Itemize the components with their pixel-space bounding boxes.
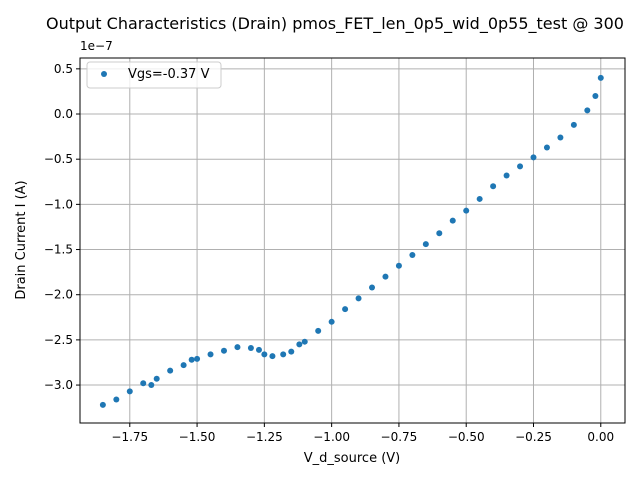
data-point-0-24 <box>355 295 362 302</box>
data-point-0-20 <box>301 338 308 345</box>
y-tick-label-4: −1.5 <box>44 243 73 257</box>
y-tick-label-1: 0.0 <box>54 107 73 121</box>
x-axis-ticks: −1.75 −1.50 −1.25 −1.00 −0.75 −0.50 −0.25 0.00 <box>111 423 614 444</box>
data-point-0-38 <box>543 144 550 151</box>
x-tick-label-2: −1.25 <box>246 430 283 444</box>
data-point-0-21 <box>315 327 322 334</box>
x-tick-label-6: −0.25 <box>515 430 552 444</box>
data-point-0-9 <box>194 355 201 362</box>
data-point-0-43 <box>597 74 604 81</box>
data-point-0-13 <box>247 345 254 352</box>
y-tick-label-6: −2.5 <box>44 333 73 347</box>
legend-box <box>86 61 222 89</box>
data-point-0-4 <box>148 382 155 389</box>
data-point-0-8 <box>188 356 195 363</box>
data-point-0-34 <box>490 183 497 190</box>
data-point-0-22 <box>328 318 335 325</box>
y-axis-offset-label: 1e−7 <box>80 39 113 53</box>
y-axis-ticks: 0.5 0.0 −0.5 −1.0 −1.5 −2.0 −2.5 −3.0 <box>44 62 80 392</box>
data-point-0-35 <box>503 172 510 179</box>
y-tick-label-7: −3.0 <box>44 378 73 392</box>
y-tick-label-0: 0.5 <box>54 62 73 76</box>
y-tick-label-5: −2.0 <box>44 288 73 302</box>
legend-marker <box>101 71 107 77</box>
data-point-0-7 <box>180 362 187 369</box>
data-point-0-3 <box>140 380 147 387</box>
x-tick-label-0: −1.75 <box>111 430 148 444</box>
plot-frame <box>79 57 626 424</box>
data-point-0-14 <box>255 346 262 353</box>
plot-area <box>80 58 625 423</box>
data-point-0-39 <box>557 134 564 141</box>
data-point-0-2 <box>126 388 133 395</box>
data-point-0-23 <box>342 306 349 313</box>
data-point-0-19 <box>296 341 303 348</box>
x-tick-label-4: −0.75 <box>381 430 418 444</box>
y-axis-label: Drain Current I (A) <box>14 180 29 299</box>
y-tick-label-2: −0.5 <box>44 152 73 166</box>
data-point-0-27 <box>395 262 402 269</box>
data-point-0-5 <box>153 375 160 382</box>
data-point-0-16 <box>269 353 276 360</box>
data-point-0-25 <box>369 284 376 291</box>
data-point-0-18 <box>288 348 295 355</box>
data-point-0-11 <box>220 347 227 354</box>
data-point-0-1 <box>113 396 120 403</box>
data-point-0-41 <box>584 107 591 114</box>
data-point-0-15 <box>261 351 268 358</box>
x-axis-label: V_d_source (V) <box>304 451 400 466</box>
x-tick-label-3: −1.00 <box>313 430 350 444</box>
data-point-0-0 <box>99 401 106 408</box>
x-tick-label-5: −0.50 <box>448 430 485 444</box>
data-point-0-32 <box>463 207 470 214</box>
x-tick-label-1: −1.50 <box>179 430 216 444</box>
data-point-0-10 <box>207 351 214 358</box>
data-point-0-26 <box>382 273 389 280</box>
legend: Vgs=-0.37 V <box>86 61 222 89</box>
data-point-0-37 <box>530 154 537 161</box>
data-point-0-30 <box>436 230 443 237</box>
data-point-0-12 <box>234 344 241 351</box>
data-point-0-6 <box>167 367 174 374</box>
data-point-0-17 <box>280 351 287 358</box>
data-point-0-36 <box>517 163 524 170</box>
data-point-0-33 <box>476 195 483 202</box>
data-point-0-28 <box>409 251 416 258</box>
data-point-0-42 <box>592 92 599 99</box>
scatter-series <box>99 74 604 408</box>
data-point-0-40 <box>570 121 577 128</box>
data-point-0-31 <box>449 217 456 224</box>
chart-title: Output Characteristics (Drain) pmos_FET_… <box>46 14 624 34</box>
y-tick-label-3: −1.0 <box>44 197 73 211</box>
data-point-0-29 <box>422 241 429 248</box>
x-tick-label-7: 0.00 <box>587 430 614 444</box>
legend-label: Vgs=-0.37 V <box>128 67 210 82</box>
